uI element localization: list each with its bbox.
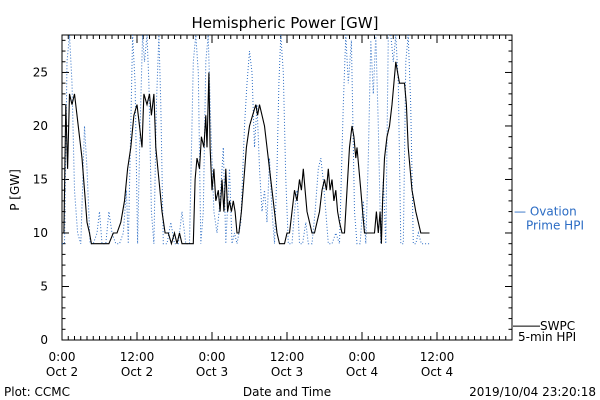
chart-title: Hemispheric Power [GW] xyxy=(192,14,379,32)
x-tick-time-label: 0:00 xyxy=(349,350,376,364)
x-tick-date-label: Oct 2 xyxy=(46,365,78,379)
y-tick-label: 25 xyxy=(33,65,48,79)
series-line-ovation xyxy=(62,35,430,245)
y-tick-label: 15 xyxy=(33,172,48,186)
x-tick-time-label: 0:00 xyxy=(49,350,76,364)
x-tick-date-label: Oct 3 xyxy=(196,365,228,379)
series-line-swpc xyxy=(62,61,430,246)
legend-label-ovation: Prime HPI xyxy=(526,219,584,233)
x-axis-label: Date and Time xyxy=(243,385,331,399)
x-tick-time-label: 0:00 xyxy=(199,350,226,364)
y-axis-label: P [GW] xyxy=(8,169,22,211)
x-tick-date-label: Oct 4 xyxy=(421,365,453,379)
y-tick-label: 5 xyxy=(40,279,48,293)
x-tick-date-label: Oct 4 xyxy=(346,365,378,379)
legend-label-swpc: SWPC xyxy=(540,319,575,333)
legend-label-ovation: — Ovation xyxy=(514,205,577,219)
series-layer xyxy=(62,35,430,246)
x-tick-time-label: 12:00 xyxy=(120,350,155,364)
x-tick-date-label: Oct 2 xyxy=(121,365,153,379)
x-tick-time-label: 12:00 xyxy=(420,350,455,364)
x-tick-time-label: 12:00 xyxy=(270,350,305,364)
legend-label-swpc: 5-min HPI xyxy=(518,330,576,344)
y-tick-label: 10 xyxy=(33,226,48,240)
y-tick-label: 0 xyxy=(40,333,48,347)
plot-timestamp: 2019/10/04 23:20:18 xyxy=(469,385,596,399)
x-tick-date-label: Oct 3 xyxy=(271,365,303,379)
plot-frame xyxy=(61,34,513,341)
plot-credit: Plot: CCMC xyxy=(4,385,70,399)
y-tick-label: 20 xyxy=(33,119,48,133)
